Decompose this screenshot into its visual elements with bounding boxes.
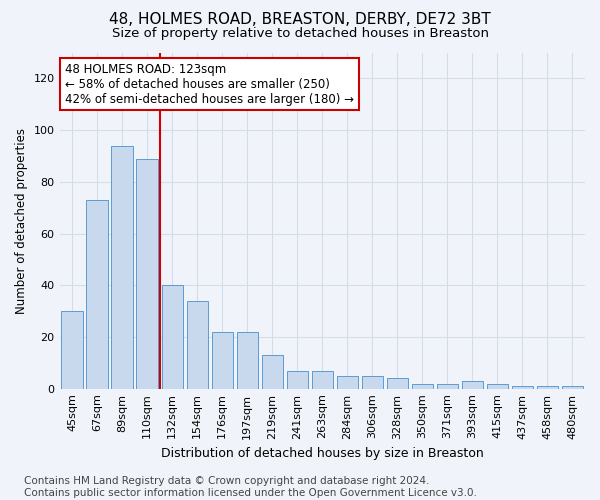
Bar <box>412 384 433 388</box>
X-axis label: Distribution of detached houses by size in Breaston: Distribution of detached houses by size … <box>161 447 484 460</box>
Bar <box>311 370 333 388</box>
Bar <box>136 158 158 388</box>
Bar <box>161 285 183 389</box>
Bar <box>437 384 458 388</box>
Bar <box>112 146 133 388</box>
Bar <box>262 355 283 388</box>
Text: Size of property relative to detached houses in Breaston: Size of property relative to detached ho… <box>112 28 488 40</box>
Bar <box>537 386 558 388</box>
Bar <box>287 370 308 388</box>
Bar <box>236 332 258 388</box>
Bar <box>337 376 358 388</box>
Text: 48 HOLMES ROAD: 123sqm
← 58% of detached houses are smaller (250)
42% of semi-de: 48 HOLMES ROAD: 123sqm ← 58% of detached… <box>65 62 354 106</box>
Bar <box>487 384 508 388</box>
Bar <box>462 381 483 388</box>
Text: 48, HOLMES ROAD, BREASTON, DERBY, DE72 3BT: 48, HOLMES ROAD, BREASTON, DERBY, DE72 3… <box>109 12 491 28</box>
Bar <box>387 378 408 388</box>
Bar <box>562 386 583 388</box>
Bar <box>512 386 533 388</box>
Bar <box>187 301 208 388</box>
Y-axis label: Number of detached properties: Number of detached properties <box>15 128 28 314</box>
Bar <box>61 311 83 388</box>
Bar <box>362 376 383 388</box>
Text: Contains HM Land Registry data © Crown copyright and database right 2024.
Contai: Contains HM Land Registry data © Crown c… <box>24 476 477 498</box>
Bar <box>86 200 108 388</box>
Bar <box>212 332 233 388</box>
